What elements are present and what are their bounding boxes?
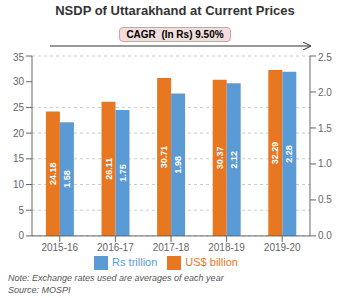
html-text:NSDP of Uttarakhand at Current: NSDP of Uttarakhand at Current Prices (55, 3, 295, 18)
svg-text:2.5: 2.5 (318, 52, 332, 63)
svg-text:2019-20: 2019-20 (264, 242, 301, 253)
svg-text:2.12: 2.12 (229, 151, 239, 169)
svg-text:0: 0 (18, 230, 24, 241)
svg-text:15: 15 (13, 153, 25, 164)
html-text:Note: Exchange rates used are: Note: Exchange rates used are averages o… (8, 273, 224, 283)
svg-text:30.71: 30.71 (159, 146, 169, 169)
html-text:US$ billion: US$ billion (185, 255, 238, 268)
svg-text:1.0: 1.0 (318, 158, 332, 169)
svg-text:2.28: 2.28 (284, 145, 294, 163)
svg-text:25: 25 (13, 102, 25, 113)
svg-text:30.37: 30.37 (215, 147, 225, 170)
svg-text:24.18: 24.18 (48, 162, 58, 185)
svg-text:1.58: 1.58 (62, 170, 72, 188)
svg-text:32.29: 32.29 (270, 142, 280, 165)
svg-text:0.0: 0.0 (318, 230, 332, 241)
html-text:Rs trillion: Rs trillion (112, 255, 158, 268)
svg-text:2017-18: 2017-18 (153, 242, 190, 253)
svg-text:2016-17: 2016-17 (97, 242, 134, 253)
svg-text:35: 35 (13, 52, 25, 63)
svg-text:5: 5 (18, 205, 24, 216)
svg-text:2.0: 2.0 (318, 87, 332, 98)
svg-text:20: 20 (13, 128, 25, 139)
svg-text:0.5: 0.5 (318, 194, 332, 205)
svg-text:10: 10 (13, 179, 25, 190)
html-text:Source: MOSPI: Source: MOSPI (8, 285, 71, 295)
svg-text:1.75: 1.75 (118, 164, 128, 182)
svg-text:2018-19: 2018-19 (208, 242, 245, 253)
svg-text:2015-16: 2015-16 (41, 242, 78, 253)
svg-text:1.98: 1.98 (173, 156, 183, 174)
svg-text:1.5: 1.5 (318, 123, 332, 134)
html-text:CAGR (In Rs) 9.50%: CAGR (In Rs) 9.50% (126, 29, 224, 40)
svg-text:26.11: 26.11 (104, 158, 114, 180)
svg-text:30: 30 (13, 76, 25, 87)
